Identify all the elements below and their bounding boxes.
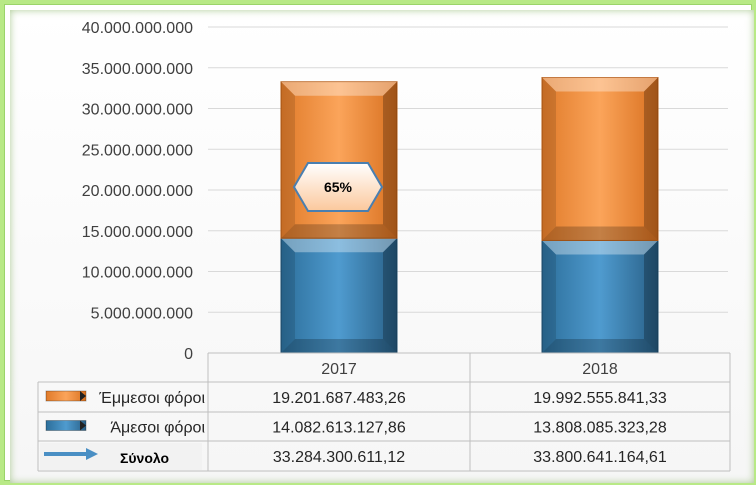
legend-key-total-arrowhead [86,448,98,460]
y-tick-label: 35.000.000.000 [82,61,193,78]
bar-bevel-bottom [542,339,658,353]
bar-body [280,81,398,239]
bar-bevel-right [383,238,397,353]
y-tick-label: 30.000.000.000 [82,102,193,119]
bar-bevel-left [542,77,556,241]
legend-key-marker [80,420,86,431]
annotation-label: 65% [324,179,353,195]
legend-label-indirect: Έμμεσοι φόροι [98,390,205,407]
annotation-shape [292,162,384,212]
bar-2017-direct [280,237,398,354]
bar-bevel-left [281,81,295,239]
legend-cell-bg [40,443,202,470]
bar-body [280,237,398,354]
y-tick-label: 0 [184,346,193,363]
x-category-label: 2017 [321,361,357,378]
bar-bevel-left [281,238,295,353]
bar-bevel-top [542,77,658,92]
bar-body [541,239,659,354]
legend-key-marker [80,391,86,401]
y-tick-label: 10.000.000.000 [82,265,193,282]
bar-bevel-left [542,240,556,353]
table-cell-direct: 14.082.613.127,86 [272,420,406,437]
y-tick-label: 15.000.000.000 [82,224,193,241]
table-cell-direct: 13.808.085.323,28 [533,420,667,437]
bar-bevel-bottom [281,224,397,239]
bar-bevel-bottom [281,339,397,353]
y-tick-label: 20.000.000.000 [82,183,193,200]
bar-bevel-top [281,238,397,253]
table-cell-indirect: 19.201.687.483,26 [272,390,406,407]
y-tick-label: 25.000.000.000 [82,142,193,159]
table-cell-total: 33.800.641.164,61 [533,449,667,466]
table-cell-total: 33.284.300.611,12 [273,449,405,466]
bar-bevel-right [383,81,397,239]
y-tick-label: 40.000.000.000 [82,20,193,37]
bar-bevel-top [542,240,658,255]
bar-bevel-top [281,81,397,96]
y-tick-label: 5.000.000.000 [91,305,193,322]
legend-label-total: Σύνολο [120,450,169,466]
table-cell-indirect: 19.992.555.841,33 [533,390,667,407]
legend-label-direct: Άμεσοι φόροι [110,420,205,437]
bar-2018-direct [541,239,659,354]
bar-2018-indirect [541,77,659,241]
bar-bevel-right [644,240,658,353]
bar-2017-indirect [280,81,398,239]
bar-body [541,77,659,241]
bar-bevel-bottom [542,226,658,241]
x-category-label: 2018 [582,361,618,378]
bar-bevel-right [644,77,658,241]
